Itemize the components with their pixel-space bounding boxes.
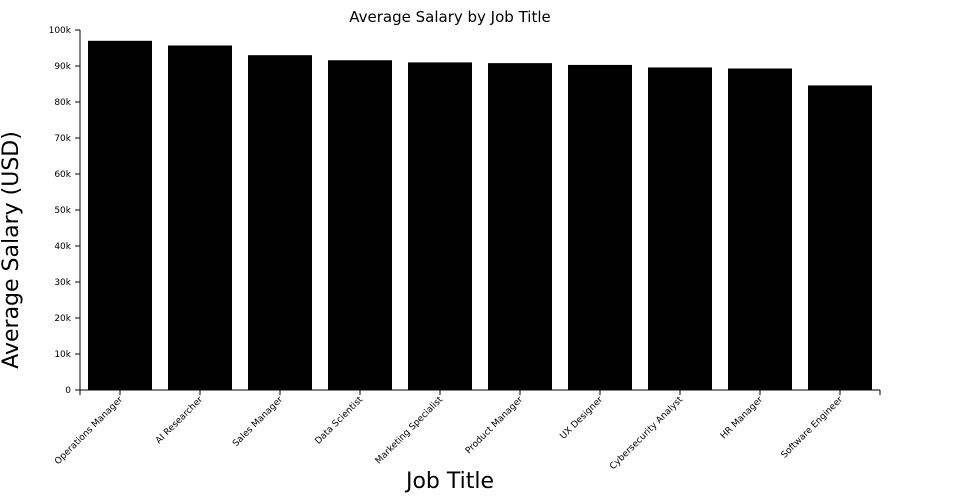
y-axis: 0 10k 20k 30k 40k 50k 60k 70k 80k 90k 100k [49, 26, 81, 396]
bar [728, 68, 792, 391]
y-tick-label: 20k [54, 314, 71, 324]
x-tick-label: Product Manager [464, 395, 525, 456]
bar [248, 55, 312, 390]
x-axis-title: Job Title [404, 469, 494, 494]
x-tick-label: Software Engineer [780, 395, 846, 461]
x-tick-label: UX Designer [558, 395, 605, 442]
bar [568, 64, 632, 391]
y-tick-label: 80k [54, 98, 71, 108]
x-tick-label: Operations Manager [53, 395, 125, 467]
x-tick-label: Marketing Specialist [374, 395, 446, 467]
y-tick-label: 10k [54, 350, 71, 360]
y-tick-label: 30k [54, 278, 71, 288]
x-tick-label: Sales Manager [231, 395, 285, 449]
y-tick-label: 90k [54, 62, 71, 72]
bar [648, 67, 712, 390]
y-tick-label: 70k [54, 134, 71, 144]
y-tick-label: 50k [54, 206, 71, 216]
bar [168, 45, 232, 390]
bars [88, 40, 872, 391]
bar [88, 40, 152, 391]
chart-title: Average Salary by Job Title [349, 8, 550, 26]
y-tick-label: 0 [65, 386, 71, 396]
x-tick-label: AI Researcher [154, 395, 205, 446]
y-tick-label: 100k [49, 26, 72, 36]
x-tick-label: Cybersecurity Analyst [608, 395, 685, 472]
bar [408, 62, 472, 391]
bar [808, 85, 872, 390]
y-tick-label: 60k [54, 170, 71, 180]
x-tick-label: Data Scientist [314, 395, 366, 447]
y-axis-title: Average Salary (USD) [0, 131, 24, 369]
x-axis: Operations Manager AI Researcher Sales Man… [53, 389, 881, 472]
x-tick-label: HR Manager [719, 395, 765, 441]
bar [328, 60, 392, 391]
y-tick-label: 40k [54, 242, 71, 252]
bar [488, 63, 552, 391]
